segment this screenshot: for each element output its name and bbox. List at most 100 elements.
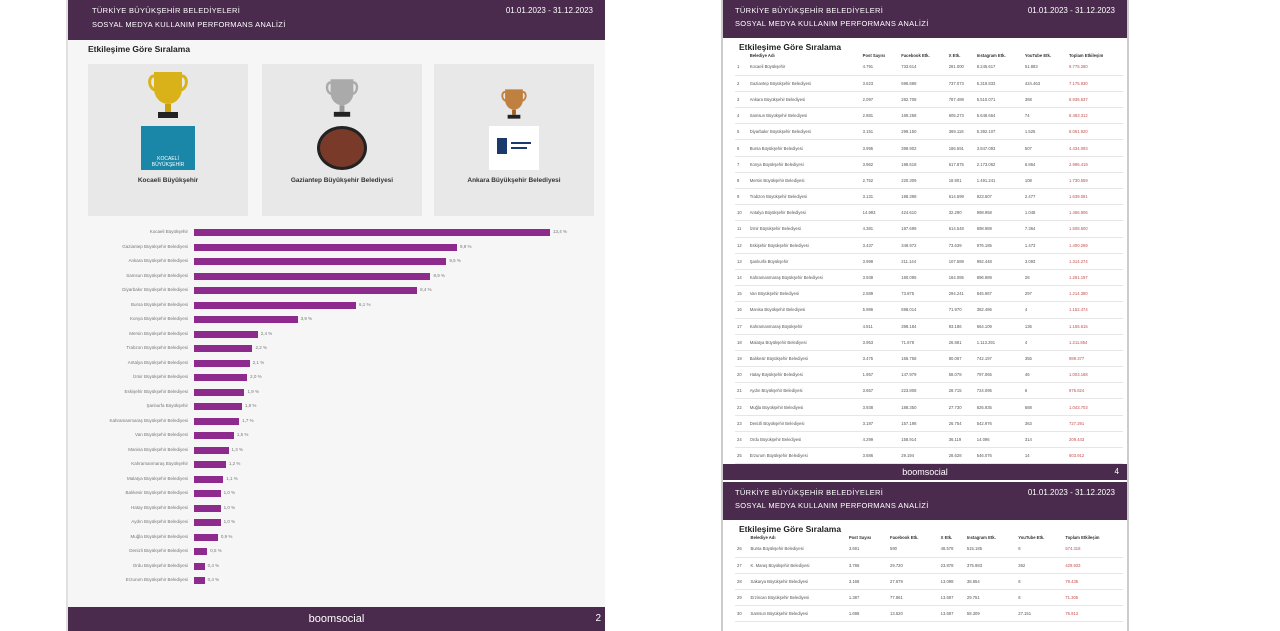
table-cell: 369.118 (946, 123, 975, 141)
table-cell: 169.258 (899, 107, 947, 125)
bar-label: Muğla Büyükşehir Belediyesi (130, 533, 188, 539)
table-cell: 3.657 (860, 382, 900, 400)
bar-label: Balıkesir Büyükşehir Belediyesi (125, 490, 188, 495)
podium-card-second: Gaziantep Büyükşehir Belediyesi (262, 64, 422, 216)
table-cell: 48.578 (938, 541, 965, 558)
gaziantep-logo (317, 126, 367, 170)
table-cell: 3.093 (1022, 253, 1068, 270)
bar-value-label: 1,0 % (223, 504, 236, 510)
table-cell: 348.972 (899, 237, 947, 254)
table-cell: 4 (1022, 334, 1068, 351)
table-row: 9 Trabzon Büyükşehir Belediyesi 3.131 198.3… (735, 188, 1123, 206)
page-header: TÜRKİYE BÜYÜKŞEHİR BELEDİYELERİ SOSYAL M… (723, 482, 1127, 520)
table-cell: 93.186 (946, 318, 975, 335)
table-cell: 1.525 (1022, 123, 1068, 141)
table-row: 8 Mersin Büyükşehir Belediyesi 2.752 220.30… (735, 172, 1123, 190)
table-cell: Trabzon Büyükşehir Belediyesi (747, 188, 861, 206)
table-cell: 698.014 (899, 301, 947, 319)
table-cell: 28.715 (946, 382, 975, 400)
table-cell: 7.175.930 (1067, 75, 1123, 92)
kocaeli-logo: KOCAELİ BÜYÜKŞEHİR (141, 126, 195, 170)
table-cell: 9.775.280 (1067, 59, 1123, 76)
table-row: 16 Manisa Büyükşehir Belediyesi 5.986 698.0… (735, 301, 1123, 319)
table-cell: 724.095 (974, 382, 1023, 400)
table-row: 24 Ordu Büyükşehir Belediyesi 4.299 158.914… (735, 431, 1123, 449)
bar-label: Denizli Büyükşehir Belediyesi (129, 548, 188, 553)
table-cell: 1.491.241 (974, 172, 1023, 190)
table-cell: 664.109 (974, 318, 1023, 335)
table-cell: 27 (735, 557, 749, 574)
table-cell: 6 (1022, 382, 1068, 400)
bar-row: Malatya Büyükşehir Belediyesi 1,1 % (88, 473, 588, 488)
header-subtitle: SOSYAL MEDYA KULLANIM PERFORMANS ANALİZİ (735, 501, 929, 510)
ranking-table: Belediye Adı Post Sayısı Facebook Etk. X Et… (735, 534, 1123, 623)
table-cell: 14 (1022, 447, 1068, 465)
table-cell: 6 (1016, 573, 1064, 591)
column-header: Post Sayısı (862, 53, 886, 58)
bar-row: Diyarbakır Büyükşehir Belediyesi 8,4 % (88, 284, 588, 299)
bar-row: Antalya Büyükşehir Belediyesi 2,1 % (88, 357, 588, 372)
table-cell: 19 (735, 350, 748, 368)
bar-value-label: 0,5 % (210, 548, 222, 553)
bar-label: Erzurum Büyükşehir Belediyesi (125, 577, 188, 582)
table-cell: 515.185 (964, 541, 1017, 558)
table-cell: 4.811 (860, 318, 900, 335)
table-cell: 1.214.380 (1067, 285, 1123, 303)
table-cell: 2.752 (860, 172, 900, 190)
table-cell: 29.751 (964, 589, 1017, 607)
bar-value-label: 2,2 % (255, 345, 267, 350)
table-cell: Erzurum Büyükşehir Belediyesi (747, 447, 861, 465)
table-cell: 6.864 (1022, 156, 1068, 173)
page-header: TÜRKİYE BÜYÜKŞEHİR BELEDİYELERİ SOSYAL M… (723, 0, 1127, 38)
bar-row: Manisa Büyükşehir Belediyesi 1,3 % (88, 444, 588, 459)
table-cell: 727.291 (1067, 415, 1123, 432)
table-cell: 1 (735, 59, 748, 76)
table-cell: 375.983 (964, 557, 1017, 574)
bar-row: Ordu Büyükşehir Belediyesi 0,4 % (88, 560, 588, 575)
table-cell: Samsun Büyükşehir Belediyesi (748, 605, 847, 623)
table-cell: 282.708 (899, 91, 947, 109)
page-number: 4 (1114, 467, 1119, 477)
table-cell: 16 (735, 301, 748, 319)
header-title: TÜRKİYE BÜYÜKŞEHİR BELEDİYELERİ (735, 488, 884, 497)
table-cell: 742.197 (974, 350, 1023, 368)
table-cell: 25 (735, 447, 748, 465)
bar-value-label: 2,0 % (250, 374, 262, 379)
table-cell: 1.639.081 (1067, 188, 1123, 206)
table-cell: 1.155.615 (1067, 318, 1123, 335)
table-cell: 211.144 (899, 253, 947, 270)
table-cell: 32.290 (946, 204, 975, 222)
bar (194, 359, 250, 367)
bar-row: Şanlıurfa Büyükşehir 1,8 % (88, 400, 588, 415)
table-cell: 76.913 (1063, 605, 1123, 623)
bar (194, 403, 242, 410)
bar-row: Kahramanmaraş Büyükşehir Belediyesi 1,7 % (88, 415, 588, 430)
bar-value-label: 2,1 % (252, 359, 265, 365)
header-subtitle: SOSYAL MEDYA KULLANIM PERFORMANS ANALİZİ (735, 19, 929, 28)
table-cell: 398.184 (899, 318, 947, 335)
table-cell: 3.786 (846, 557, 889, 574)
table-cell: 187.699 (899, 220, 947, 238)
table-cell: 826.935 (974, 398, 1023, 416)
table-cell: 3.847.093 (974, 139, 1023, 157)
section-title: Etkileşime Göre Sıralama (739, 524, 842, 534)
bar-row: Hatay Büyükşehir Belediyesi 1,0 % (88, 502, 588, 517)
table-cell: 6 (1016, 589, 1064, 607)
bar-label: Ankara Büyükşehir Belediyesi (128, 258, 188, 263)
bar-value-label: 0,4 % (207, 562, 220, 568)
table-cell: İzmir Büyükşehir Belediyesi (747, 220, 861, 238)
table-cell: 4.791 (860, 59, 900, 76)
table-cell: 787.489 (946, 91, 975, 109)
table-cell: 184.085 (946, 269, 975, 287)
bar (194, 316, 298, 323)
bar (194, 562, 205, 570)
bar-value-label: 8,9 % (433, 272, 445, 278)
bar-row: Aydın Büyükşehir Belediyesi 1,0 % (88, 516, 588, 531)
table-row: 13 Şanlıurfa Büyükşehir 3.998 211.144 107.58… (735, 253, 1123, 270)
bar-row: Ankara Büyükşehir Belediyesi 9,5 % (88, 255, 588, 270)
table-cell: Bursa Büyükşehir Belediyesi (748, 541, 847, 558)
table-cell: Manisa Büyükşehir Belediyesi (747, 301, 861, 319)
header-title: TÜRKİYE BÜYÜKŞEHİR BELEDİYELERİ (92, 6, 241, 15)
table-cell: Bursa Büyükşehir Belediyesi (747, 139, 861, 157)
table-cell: 992.448 (974, 253, 1023, 270)
